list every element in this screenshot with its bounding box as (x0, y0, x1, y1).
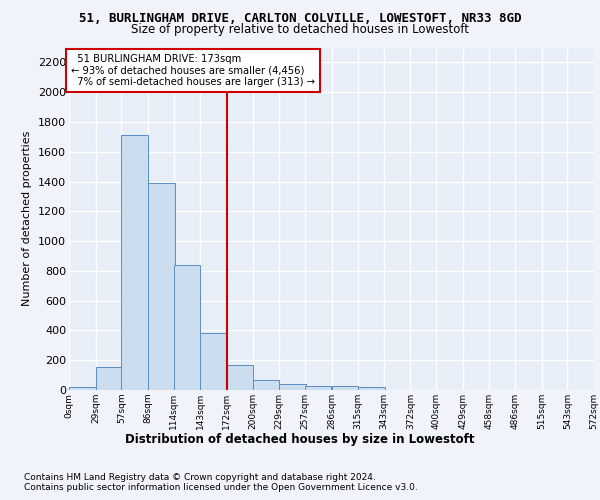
Bar (331, 386, 358, 390)
Bar (253, 380, 279, 390)
Bar (173, 265, 200, 390)
Bar (69, 387, 95, 390)
Bar (148, 183, 175, 390)
Text: Contains public sector information licensed under the Open Government Licence v3: Contains public sector information licen… (24, 482, 418, 492)
Text: 51, BURLINGHAM DRIVE, CARLTON COLVILLE, LOWESTOFT, NR33 8GD: 51, BURLINGHAM DRIVE, CARLTON COLVILLE, … (79, 12, 521, 26)
Y-axis label: Number of detached properties: Number of detached properties (22, 131, 32, 306)
Bar (227, 366, 253, 390)
Bar (279, 384, 306, 390)
Bar (121, 136, 148, 390)
Text: Size of property relative to detached houses in Lowestoft: Size of property relative to detached ho… (131, 22, 469, 36)
Text: Contains HM Land Registry data © Crown copyright and database right 2024.: Contains HM Land Registry data © Crown c… (24, 472, 376, 482)
Bar (200, 332, 227, 390)
Bar (305, 386, 331, 390)
Text: 51 BURLINGHAM DRIVE: 173sqm
← 93% of detached houses are smaller (4,456)
  7% of: 51 BURLINGHAM DRIVE: 173sqm ← 93% of det… (71, 54, 315, 88)
Text: Distribution of detached houses by size in Lowestoft: Distribution of detached houses by size … (125, 432, 475, 446)
Bar (358, 387, 385, 390)
Bar (95, 367, 122, 390)
